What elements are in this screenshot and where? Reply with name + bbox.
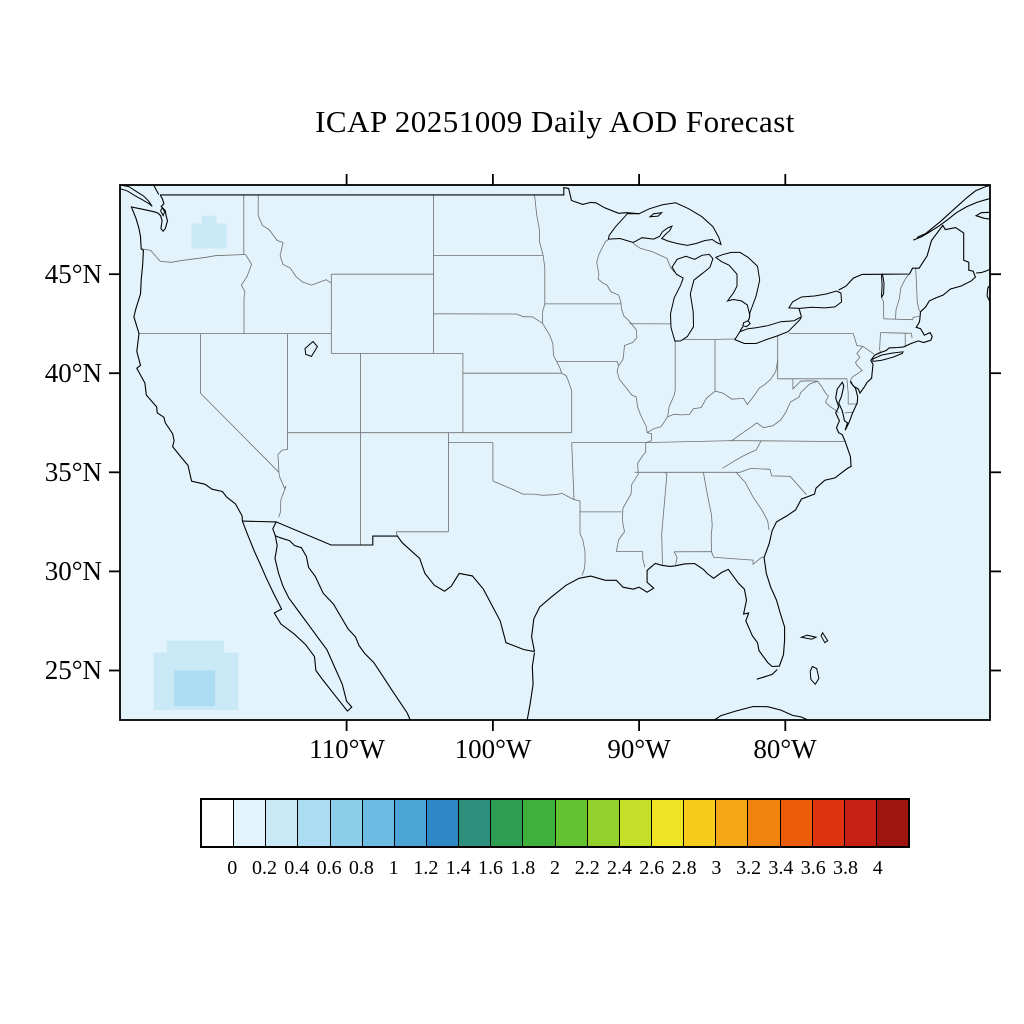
colorbar-cell [491,800,524,846]
colorbar-cell [523,800,556,846]
aod-field-background [120,185,990,720]
colorbar [200,798,910,848]
colorbar-cell [202,800,235,846]
colorbar-cell [651,800,685,846]
coastlines [130,185,990,720]
colorbar-cell [812,800,845,846]
aod-patch [174,670,215,707]
map-frame [119,184,991,721]
aod-patch [201,215,217,224]
colorbar-cell [298,800,331,846]
aod-patch [191,223,227,249]
aod-field-patches [153,215,239,711]
colorbar-cell [362,800,395,846]
lakes [304,202,885,358]
colorbar-cell [844,800,877,846]
colorbar-cell [716,800,749,846]
colorbar-cell [555,800,588,846]
colorbar-cell [266,800,299,846]
colorbar-cell [619,800,652,846]
colorbar-cell [330,800,363,846]
colorbar-cell [587,800,620,846]
aod-patch [166,640,224,653]
colorbar-cell [426,800,460,846]
colorbar-cell [684,800,717,846]
map-layer [120,185,990,720]
colorbar-cell [780,800,813,846]
islands [120,185,904,686]
page-title: ICAP 20251009 Daily AOD Forecast [315,104,795,139]
colorbar-cell [748,800,781,846]
map-frame-and-ticks [109,174,1001,731]
colorbar-cell [394,800,427,846]
state-borders [139,194,920,576]
colorbar-cell [876,800,909,846]
colorbar-cell [459,800,492,846]
colorbar-cell [234,800,267,846]
